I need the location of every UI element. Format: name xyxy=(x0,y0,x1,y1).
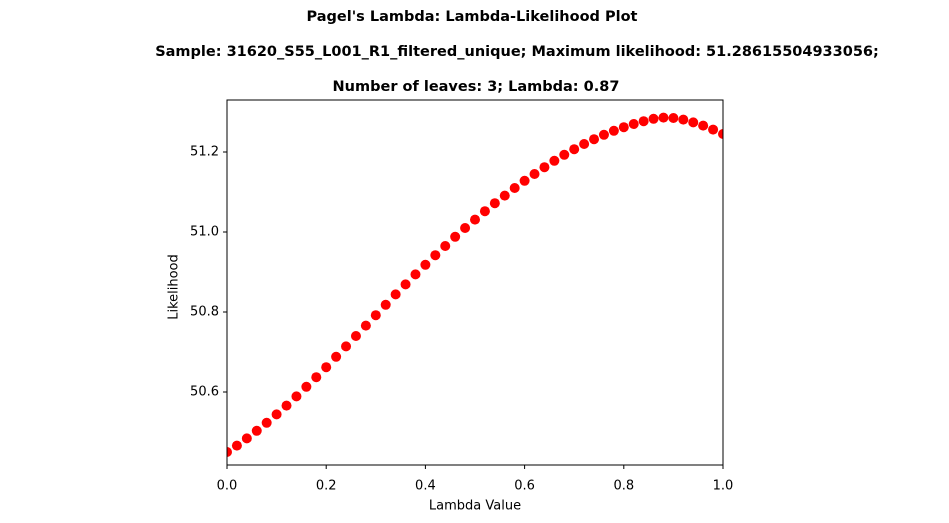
data-point xyxy=(380,299,391,310)
data-point xyxy=(341,341,352,352)
data-point xyxy=(350,331,361,341)
data-point xyxy=(231,440,242,451)
plot-frame xyxy=(226,99,724,466)
x-tick-label: 0.4 xyxy=(415,479,436,494)
y-axis-label: Likelihood xyxy=(167,254,182,320)
data-point xyxy=(241,433,252,444)
chart-title: Pagel's Lambda: Lambda-Likelihood Plot xyxy=(307,9,638,25)
x-tick-label: 0.6 xyxy=(514,479,535,494)
data-point xyxy=(410,269,421,280)
data-point xyxy=(589,134,600,145)
data-point xyxy=(430,250,441,261)
data-point xyxy=(579,139,590,149)
data-point xyxy=(271,409,282,420)
x-tick-label: 0.8 xyxy=(613,479,634,494)
data-point xyxy=(519,175,530,186)
data-point xyxy=(678,114,689,125)
data-point xyxy=(718,129,723,139)
data-point xyxy=(608,125,619,136)
x-tick-label: 0.0 xyxy=(217,479,238,494)
y-tick-label: 50.6 xyxy=(190,385,219,400)
data-point xyxy=(331,351,342,362)
data-point xyxy=(440,241,451,251)
data-point xyxy=(450,231,461,242)
data-point xyxy=(509,183,520,193)
data-point xyxy=(559,149,570,160)
x-tick-label: 1.0 xyxy=(713,479,734,494)
data-point xyxy=(251,425,262,436)
data-point xyxy=(648,113,659,124)
y-tick-label: 51.2 xyxy=(190,145,219,160)
data-point xyxy=(470,214,480,225)
x-axis-label: Lambda Value xyxy=(429,499,521,514)
data-point xyxy=(598,129,609,140)
data-point xyxy=(420,259,431,270)
data-point xyxy=(628,119,639,129)
data-point xyxy=(688,117,699,128)
chart-subtitle: Sample: 31620_S55_L001_R1_filtered_uniqu… xyxy=(155,44,879,60)
data-point xyxy=(301,381,312,392)
data-point xyxy=(618,122,629,133)
data-point xyxy=(390,289,401,300)
data-point xyxy=(291,391,302,402)
data-point xyxy=(668,113,679,123)
data-point xyxy=(698,120,709,131)
data-point xyxy=(227,447,232,457)
data-point xyxy=(400,279,411,290)
data-point xyxy=(261,417,272,428)
x-tick-label: 0.2 xyxy=(316,479,337,494)
data-point xyxy=(370,310,381,321)
data-point xyxy=(489,198,500,209)
data-point xyxy=(321,362,332,373)
data-point xyxy=(549,155,560,166)
data-point xyxy=(479,206,490,217)
data-point xyxy=(708,124,719,135)
data-point xyxy=(638,116,649,127)
y-tick-label: 51.0 xyxy=(190,225,219,240)
data-point xyxy=(460,223,471,233)
data-point xyxy=(529,169,540,179)
data-point xyxy=(569,144,580,155)
data-point xyxy=(311,372,322,383)
data-point xyxy=(539,162,550,173)
data-point xyxy=(360,320,371,331)
data-point xyxy=(499,190,510,201)
chart-subtitle: Number of leaves: 3; Lambda: 0.87 xyxy=(333,79,620,95)
y-tick-label: 50.8 xyxy=(190,305,219,320)
data-point xyxy=(658,112,669,123)
data-point xyxy=(281,400,292,411)
